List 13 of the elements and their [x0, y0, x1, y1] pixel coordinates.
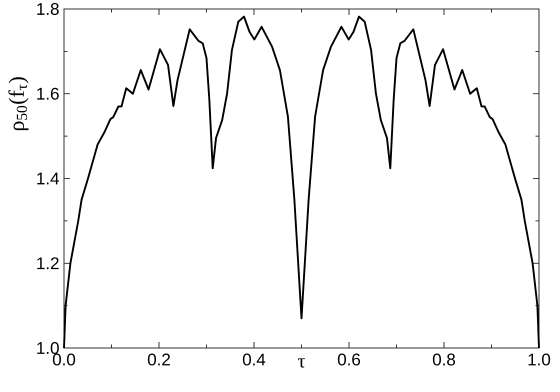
x-axis-title: τ	[298, 358, 306, 368]
x-tick-label: 0.0	[52, 354, 76, 366]
x-tick-label: 1.0	[528, 354, 550, 366]
y-tick-label: 1.8	[37, 2, 59, 15]
x-tick-label: 0.8	[432, 354, 456, 366]
y-axis-title: ρ$_{50}$(f$_{τ}$)	[8, 77, 28, 130]
y-tick-label: 1.6	[37, 88, 59, 100]
x-tick-label: 0.6	[338, 354, 360, 366]
x-tick-label: 0.2	[148, 354, 170, 366]
x-tick-label: 0.4	[242, 354, 266, 366]
y-tick-label: 1.4	[37, 172, 59, 184]
y-tick-label: 1.2	[37, 257, 59, 270]
y-tick-label: 1.0	[37, 342, 59, 354]
